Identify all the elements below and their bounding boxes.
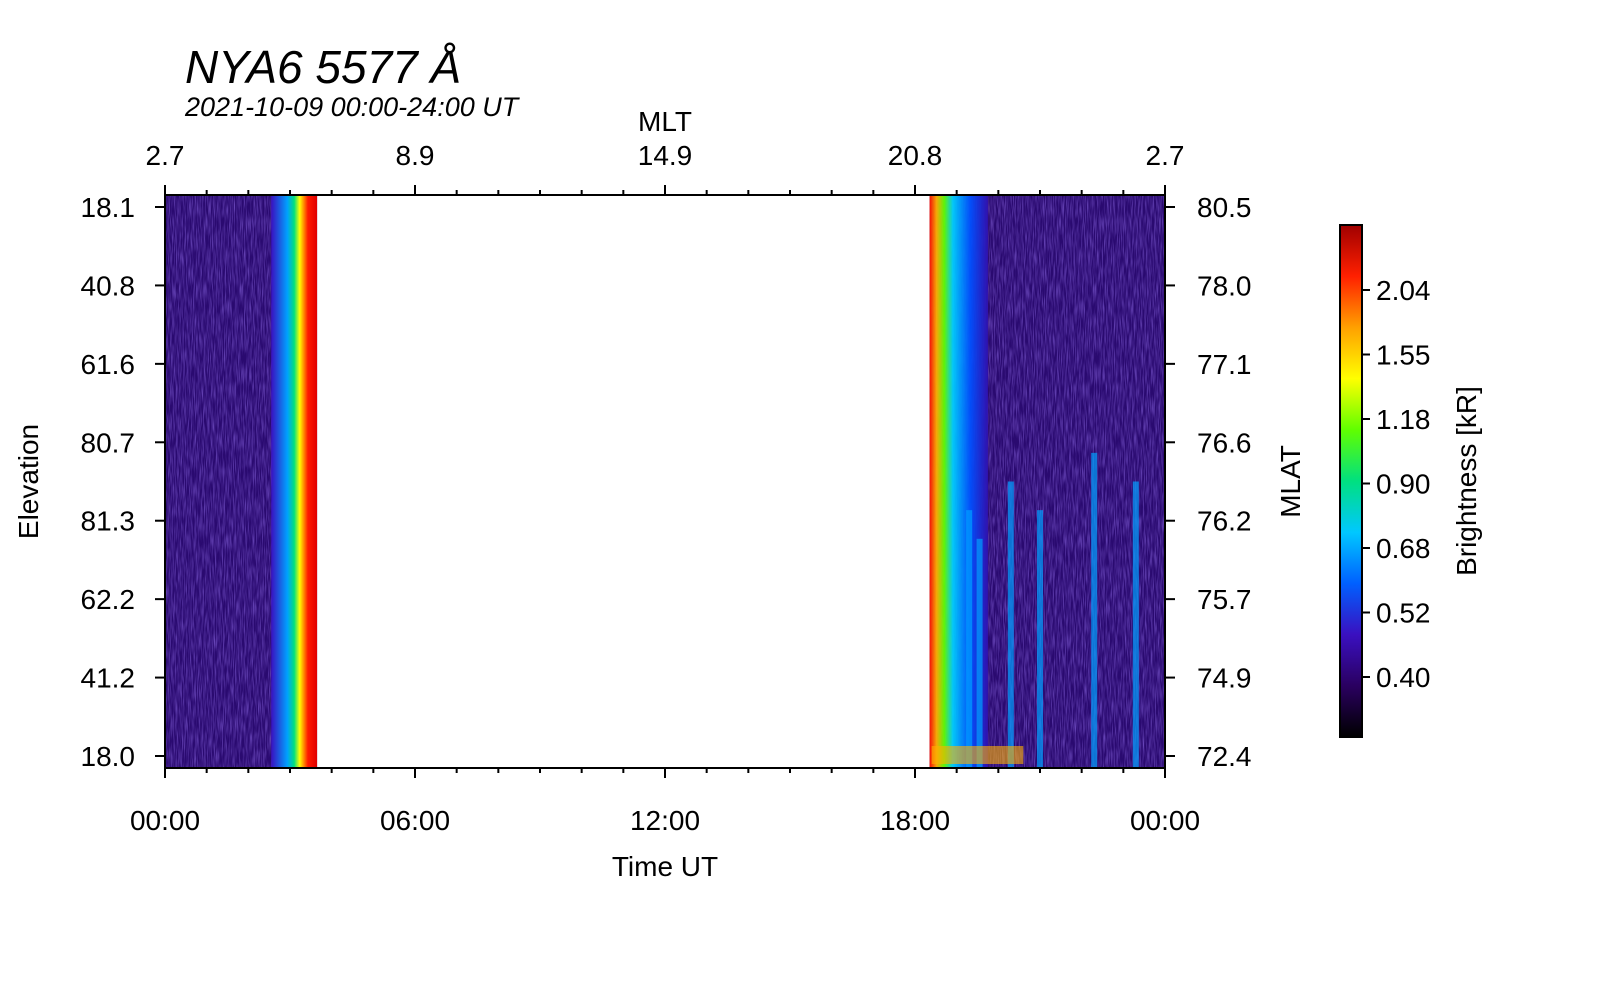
colorbar-tick-label: 2.04 [1376, 275, 1431, 306]
x-tick-label: 06:00 [380, 805, 450, 836]
chart-title: NYA6 5577 Å [185, 41, 462, 93]
y-tick-label: 18.0 [81, 741, 136, 772]
x-tick-label: 18:00 [880, 805, 950, 836]
x2-tick-label: 2.7 [1146, 140, 1185, 171]
y-tick-label: 40.8 [81, 270, 136, 301]
y-tick-label: 80.7 [81, 427, 136, 458]
y2-tick-label: 72.4 [1197, 741, 1252, 772]
y2-tick-label: 77.1 [1197, 349, 1252, 380]
aurora-streak-3 [1007, 481, 1014, 768]
colorbar-label: Brightness [kR] [1451, 386, 1482, 576]
colorbar: 0.40 0.52 0.68 0.90 1.18 1.55 2.04 Brightness [… [1339, 224, 1482, 738]
y2-tick-label: 78.0 [1197, 270, 1252, 301]
colorbar-tick-label: 0.90 [1376, 469, 1431, 500]
colorbar-bar [1339, 224, 1363, 738]
x2-tick-label: 8.9 [396, 140, 435, 171]
y2-tick-label: 74.9 [1197, 663, 1252, 694]
colorbar-tick-label: 0.68 [1376, 533, 1431, 564]
y2-tick-label: 75.7 [1197, 584, 1252, 615]
colorbar-tick-label: 1.55 [1376, 340, 1431, 371]
y-tick-label: 62.2 [81, 584, 136, 615]
y-tick-label: 18.1 [81, 192, 136, 223]
aurora-band-morning [271, 195, 318, 768]
y-tick-label: 61.6 [81, 349, 136, 380]
colorbar-tick-label: 1.18 [1376, 404, 1431, 435]
colorbar-tick-label: 0.52 [1376, 598, 1431, 629]
aurora-streak-5 [1091, 452, 1098, 768]
plot-area [165, 195, 1165, 768]
y2-tick-label: 76.2 [1197, 506, 1252, 537]
x2-tick-label: 20.8 [888, 140, 943, 171]
axes: 00:00 06:00 12:00 18:00 00:00 2.7 8.9 14.9 20.8 2… [13, 106, 1306, 882]
y-tick-label: 41.2 [81, 663, 136, 694]
aurora-streak-6 [1132, 481, 1139, 768]
x-tick-label: 00:00 [130, 805, 200, 836]
x-tick-label: 12:00 [630, 805, 700, 836]
x-tick-label: 00:00 [1130, 805, 1200, 836]
y2-tick-label: 80.5 [1197, 192, 1252, 223]
low-elevation-glow [931, 746, 1024, 764]
y2-tick-label: 76.6 [1197, 427, 1252, 458]
colorbar-tick-label: 0.40 [1376, 662, 1431, 693]
x2-tick-label: 2.7 [146, 140, 185, 171]
aurora-streak-1 [966, 510, 973, 768]
aurora-streak-2 [976, 538, 983, 768]
x2-axis-title: MLT [638, 106, 692, 137]
chart-subtitle: 2021-10-09 00:00-24:00 UT [185, 92, 519, 122]
x-axis-title: Time UT [612, 851, 718, 882]
y-axis-title: Elevation [13, 424, 44, 539]
aurora-streak-4 [1037, 510, 1043, 768]
x2-tick-label: 14.9 [638, 140, 693, 171]
y2-axis-title: MLAT [1275, 445, 1306, 518]
y-tick-label: 81.3 [81, 506, 136, 537]
